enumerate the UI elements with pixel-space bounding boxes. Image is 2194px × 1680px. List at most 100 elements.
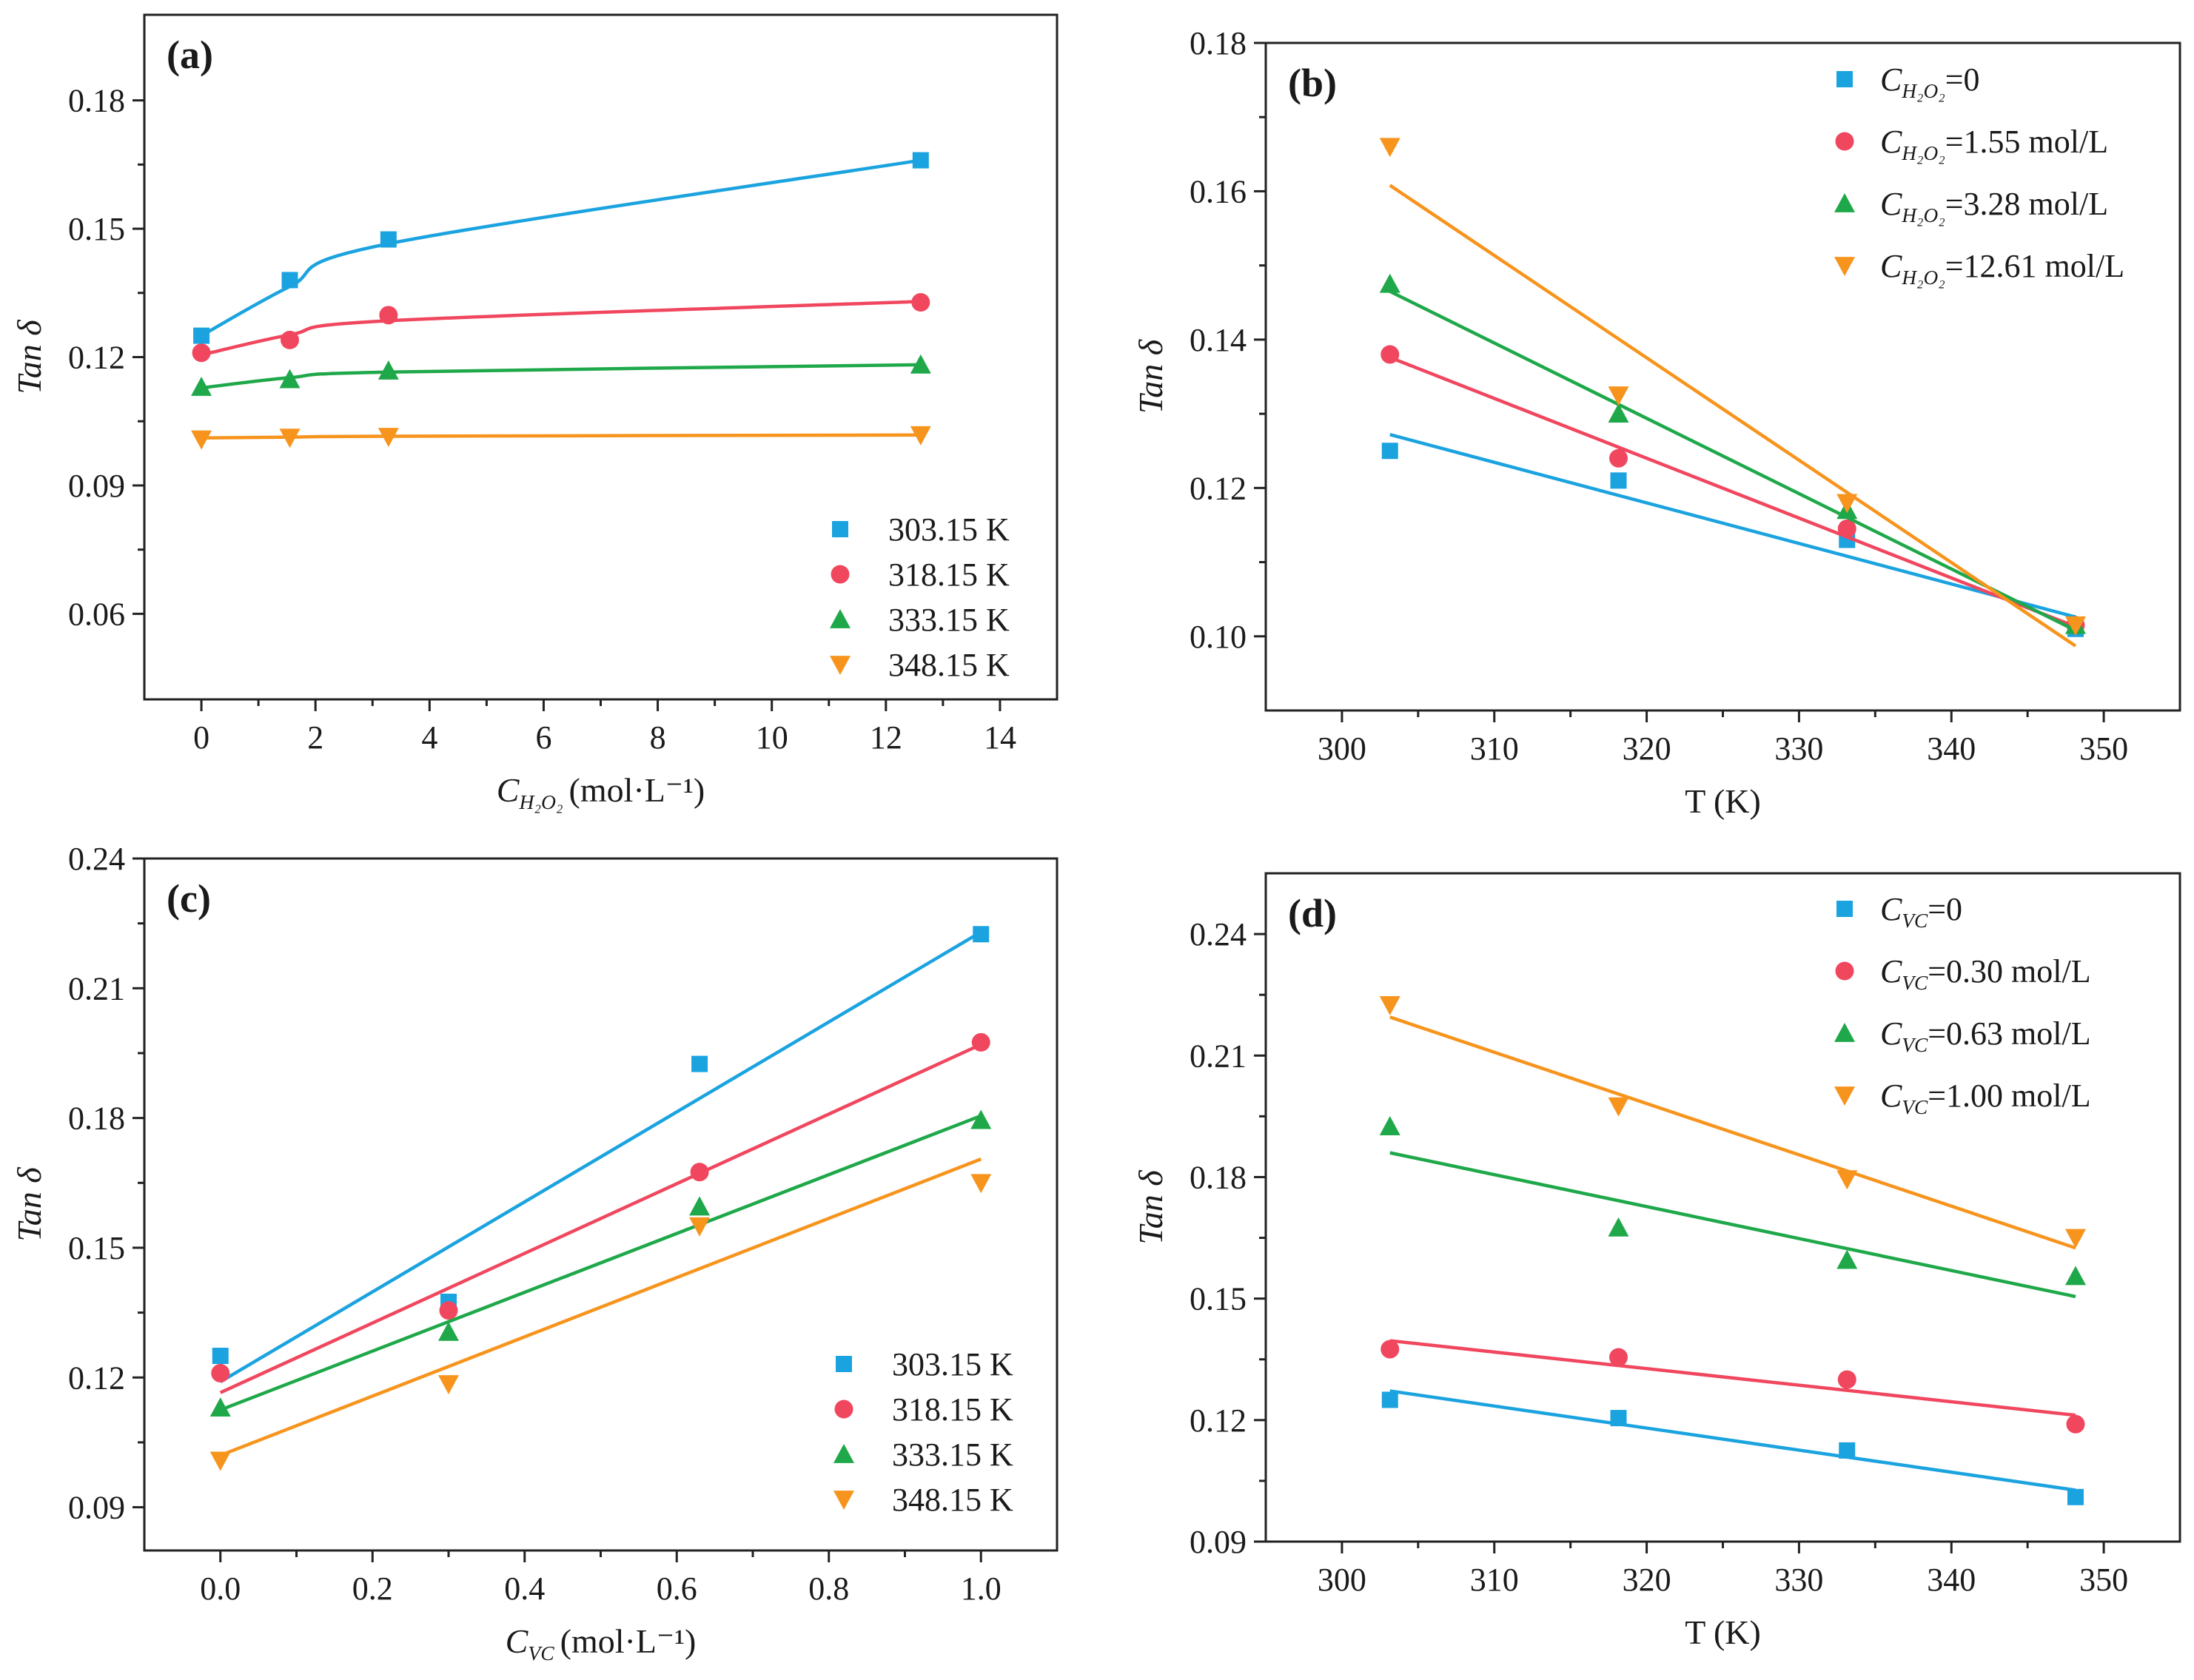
panel-d: 300 310 320 330 340 350 0.09 0.12 0.15 0.18 0.21 0.… [1132,872,2181,1651]
data-point [378,428,399,448]
x-tick-label: 0 [193,719,209,756]
x-tick-label: 4 [421,719,437,756]
data-point [211,1363,230,1382]
data-point [1610,472,1627,489]
data-point [910,354,931,374]
legend-label-sub: H₂O₂ [1901,204,1945,226]
legend-marker [833,1444,854,1463]
x-tick-label: 0.8 [808,1570,849,1607]
data-point [1609,448,1628,468]
x-axis-title: CH₂O₂ (mol·L⁻¹) [497,771,705,813]
x-axis-title-sub: H₂O₂ [518,790,563,813]
x-tick-label: 0.4 [504,1570,545,1607]
y-tick-label: 0.10 [1190,619,1247,655]
x-tick-label: 350 [2079,730,2128,767]
data-point [1610,1410,1627,1427]
x-tick-label: 0.0 [200,1570,241,1607]
legend-label-sub: H₂O₂ [1901,266,1945,289]
data-point [1608,1097,1629,1117]
legend-label: CVC=0.63 mol/L [1880,1015,2091,1056]
y-axis-title: Tan δ [1132,339,1170,414]
data-point [378,360,399,380]
x-tick-label: 10 [756,719,788,756]
y-tick-label: 0.06 [68,596,125,632]
legend-label-main: C [1880,891,1902,927]
fit-line [219,1157,982,1457]
legend-label: 318.15 K [888,557,1010,593]
x-axis-title-main: C [497,771,520,809]
data-point [912,152,929,169]
y-tick-label: 0.12 [1190,1402,1247,1439]
data-point [439,1301,458,1320]
y-tick-label: 0.16 [1190,173,1247,209]
y-tick-label: 0.21 [68,970,125,1007]
fit-curve [200,158,922,337]
data-point [438,1321,459,1341]
x-tick-label: 0.6 [657,1570,697,1607]
data-point [191,430,212,450]
data-point [689,1217,711,1237]
legend-label: CH₂O₂=1.55 mol/L [1880,124,2108,164]
data-point [1837,1370,1856,1389]
legend-marker [1836,901,1853,917]
legend-label-main: C [1880,953,1902,989]
legend-label-main: C [1880,186,1902,222]
y-axis-title: Tan δ [10,1167,48,1242]
data-point [689,1196,711,1216]
y-tick-label: 0.09 [1190,1524,1247,1560]
data-point [970,1174,992,1194]
panel-label: (b) [1288,61,1337,105]
legend-label-suffix: =0 [1945,61,1980,98]
y-tick-label: 0.09 [68,468,125,504]
legend-marker [1834,1023,1855,1042]
fit-line [1389,1015,2076,1250]
legend-marker [1834,1086,1855,1106]
legend-marker [836,1356,852,1372]
legend-marker [1834,193,1855,212]
x-tick-label: 310 [1470,1562,1519,1598]
legend-label-main: C [1880,248,1902,284]
legend-marker [832,521,848,537]
y-tick-label: 0.24 [1190,916,1247,952]
data-point [1836,494,1858,514]
data-point [1381,443,1398,460]
x-axis-title-main: C [506,1622,529,1660]
legend-label-sub: VC [1902,1096,1928,1118]
y-tick-label: 0.15 [1190,1281,1247,1317]
x-axis-title-unit: (mol·L⁻¹) [560,1622,697,1660]
data-point [438,1375,459,1395]
legend-marker [831,565,850,584]
legend-label-main: C [1880,124,1902,160]
x-axis-title: CVC (mol·L⁻¹) [506,1622,697,1664]
legend-label-sub: H₂O₂ [1901,80,1945,102]
y-tick-label: 0.18 [68,1101,125,1137]
legend-label: 348.15 K [892,1482,1013,1518]
data-point [1609,1348,1628,1367]
legend-label-sub: VC [1902,1034,1928,1056]
data-point [1608,386,1629,406]
x-tick-label: 300 [1318,1562,1366,1598]
fit-line [219,930,982,1384]
legend-marker [1834,257,1855,276]
x-tick-label: 14 [984,719,1016,756]
legend-label: CH₂O₂=3.28 mol/L [1880,186,2108,226]
data-point [1839,1442,1856,1459]
data-point [279,369,301,389]
data-point [1379,995,1400,1015]
legend-label: 303.15 K [888,511,1010,548]
legend-label-suffix: =0.30 mol/L [1928,953,2090,989]
fit-line [219,1043,982,1394]
data-point [1836,1170,1858,1190]
legend-label: CVC=0 [1880,891,1962,932]
x-tick-label: 330 [1774,730,1823,767]
x-tick-label: 12 [870,719,902,756]
legend-label: CH₂O₂=12.61 mol/L [1880,248,2124,289]
x-tick-label: 340 [1927,730,1976,767]
y-tick-label: 0.09 [68,1490,125,1526]
data-point [1381,345,1400,364]
x-tick-label: 310 [1470,730,1519,767]
legend-label-suffix: =3.28 mol/L [1945,186,2108,222]
legend-label: CVC=1.00 mol/L [1880,1078,2091,1118]
data-point [911,293,930,312]
